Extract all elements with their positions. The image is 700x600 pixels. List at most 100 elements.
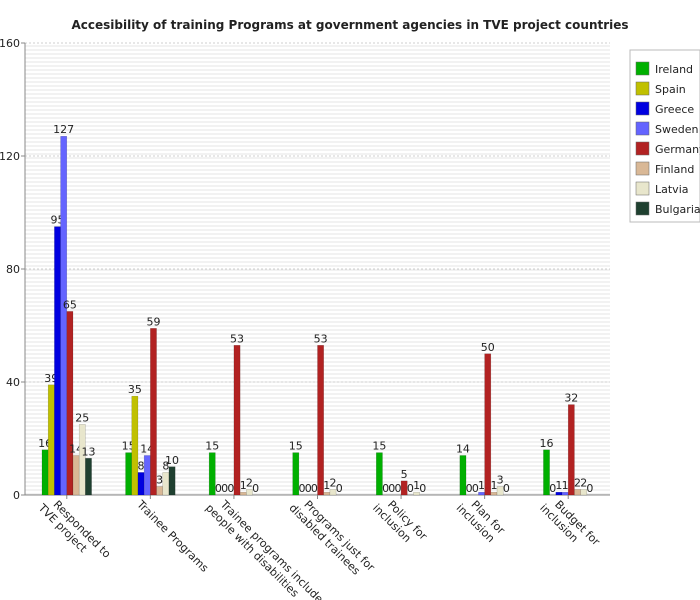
bar <box>125 452 133 496</box>
value-label: 3 <box>156 474 163 487</box>
value-label: 0 <box>336 482 343 495</box>
value-label: 50 <box>481 341 495 354</box>
bar <box>580 489 588 496</box>
value-label: 0 <box>419 482 426 495</box>
value-label: 1 <box>555 479 562 492</box>
bar <box>400 480 408 496</box>
bar <box>484 353 492 496</box>
value-label: 0 <box>586 482 593 495</box>
value-label: 0 <box>394 482 401 495</box>
value-label: 8 <box>162 459 169 472</box>
value-label: 2 <box>330 476 337 489</box>
value-label: 0 <box>382 482 389 495</box>
x-tick-label: Budget forinclusion <box>537 492 603 558</box>
bar <box>168 466 176 496</box>
bar <box>41 449 49 496</box>
y-tick-label: 0 <box>13 489 20 502</box>
bar <box>246 489 253 496</box>
value-label: 14 <box>456 442 470 455</box>
bar <box>329 489 337 496</box>
x-tick-label: Trainee Programs <box>134 497 212 575</box>
value-label: 1 <box>323 479 330 492</box>
value-label: 0 <box>215 482 222 495</box>
value-label: 2 <box>580 476 587 489</box>
legend-swatch <box>635 61 650 76</box>
bar <box>150 328 157 496</box>
legend-label: Latvia <box>655 183 689 196</box>
value-label: 0 <box>221 482 228 495</box>
bar <box>66 311 74 496</box>
bar <box>561 491 569 496</box>
value-label: 2 <box>246 476 253 489</box>
x-tick-label: Programs just fordisabled trainees <box>287 492 378 583</box>
bar <box>490 491 498 496</box>
bar <box>317 345 324 496</box>
bar <box>323 491 331 496</box>
bar <box>478 491 485 496</box>
value-label: 53 <box>314 332 328 345</box>
legend-swatch <box>635 161 650 176</box>
legend-label: Spain <box>655 83 686 96</box>
bar <box>376 452 383 496</box>
y-tick-label: 40 <box>6 376 20 389</box>
value-label: 10 <box>165 454 179 467</box>
bar <box>78 424 86 496</box>
value-label: 1 <box>413 479 420 492</box>
value-label: 2 <box>574 476 581 489</box>
value-label: 15 <box>289 440 303 453</box>
bar <box>131 395 139 496</box>
x-tick-label: Plan forinclusion <box>454 492 508 546</box>
value-label: 13 <box>81 445 95 458</box>
y-tick-label: 120 <box>0 150 20 163</box>
value-label: 0 <box>227 482 234 495</box>
x-tick-label: Policy forinclusion <box>370 492 430 552</box>
legend-label: Sweden <box>655 123 698 136</box>
value-label: 1 <box>240 479 247 492</box>
value-label: 0 <box>305 482 312 495</box>
value-label: 8 <box>138 459 145 472</box>
legend-swatch <box>635 81 650 96</box>
legend-swatch <box>635 201 650 216</box>
bar <box>555 491 563 496</box>
value-label: 5 <box>401 468 408 481</box>
legend-label: Ireland <box>655 63 693 76</box>
value-label: 15 <box>372 440 386 453</box>
value-label: 35 <box>128 383 142 396</box>
bar <box>54 226 61 496</box>
value-label: 16 <box>540 437 554 450</box>
value-label: 1 <box>478 479 485 492</box>
value-label: 127 <box>53 123 74 136</box>
value-label: 0 <box>407 482 414 495</box>
value-label: 0 <box>549 482 556 495</box>
value-label: 0 <box>311 482 318 495</box>
value-label: 0 <box>299 482 306 495</box>
legend-label: Bulgaria <box>655 203 700 216</box>
legend-swatch <box>635 181 650 196</box>
value-label: 32 <box>564 392 578 405</box>
value-label: 65 <box>63 298 77 311</box>
value-label: 0 <box>503 482 510 495</box>
bar <box>208 452 216 496</box>
x-tick-label: Responded toTVE project <box>35 492 113 570</box>
value-label: 0 <box>466 482 473 495</box>
value-label: 1 <box>562 479 569 492</box>
bar <box>47 384 55 496</box>
value-label: 3 <box>497 474 504 487</box>
legend-swatch <box>635 101 650 116</box>
legend-swatch <box>635 121 650 136</box>
bar <box>143 455 151 496</box>
bar <box>239 491 247 496</box>
bar <box>156 486 164 496</box>
bar <box>85 458 92 496</box>
bar <box>233 345 241 496</box>
value-label: 53 <box>230 332 244 345</box>
legend-swatch <box>635 141 650 156</box>
legend-label: Germany <box>655 143 700 156</box>
bar <box>574 489 581 496</box>
bar <box>567 404 575 496</box>
chart-title: Accesibility of training Programs at gov… <box>71 18 628 32</box>
bar <box>292 452 300 496</box>
value-label: 25 <box>75 411 89 424</box>
bar <box>459 455 467 496</box>
value-label: 0 <box>252 482 259 495</box>
